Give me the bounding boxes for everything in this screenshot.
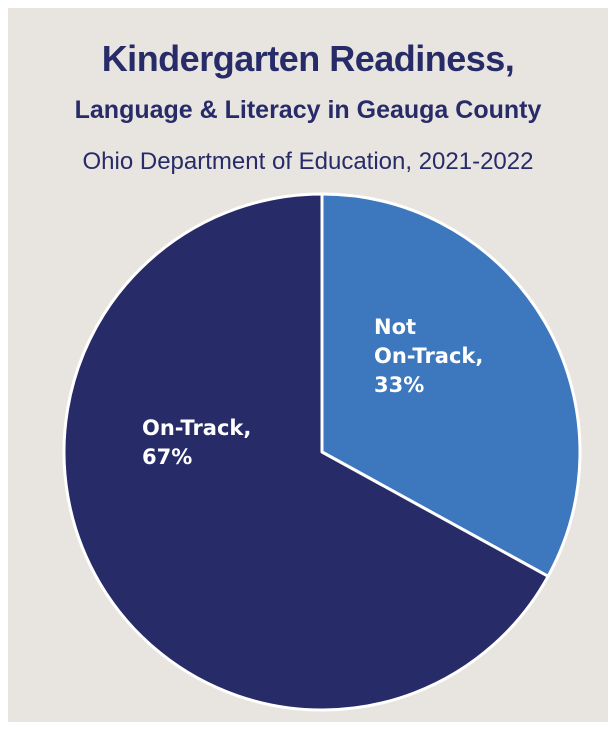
slice-label-0: Not On-Track, 33% bbox=[374, 315, 483, 397]
slice-label-line: 67% bbox=[142, 445, 192, 469]
slice-label-line: On-Track, bbox=[142, 416, 251, 440]
chart-source: Ohio Department of Education, 2021-2022 bbox=[82, 148, 534, 175]
slice-label-line: On-Track, bbox=[374, 344, 483, 368]
slice-label-line: Not bbox=[374, 315, 416, 339]
slice-label-1: On-Track, 67% bbox=[142, 416, 251, 469]
pie-slice-1 bbox=[62, 192, 550, 712]
chart-subtitle: Language & Literacy in Geauga County bbox=[74, 96, 542, 124]
pie-slice-0 bbox=[320, 192, 582, 578]
chart-title: Kindergarten Readiness, bbox=[101, 38, 515, 79]
slice-label-line: 33% bbox=[374, 373, 424, 397]
